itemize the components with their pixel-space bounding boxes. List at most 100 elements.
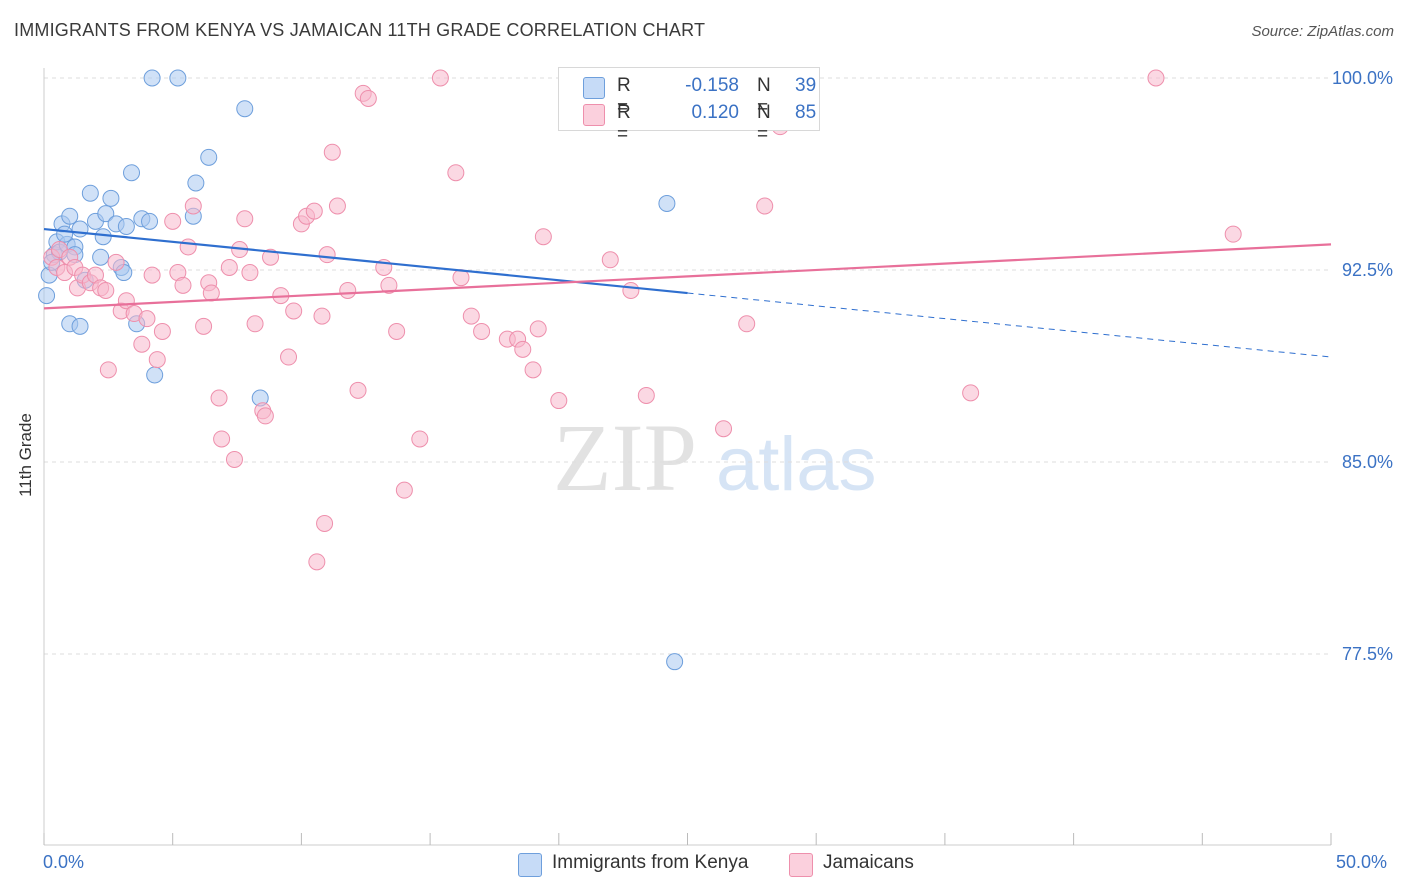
data-point <box>316 514 334 532</box>
data-point <box>715 420 733 438</box>
data-point <box>236 100 254 118</box>
y-tick-label: 85.0% <box>1342 452 1393 472</box>
data-point <box>225 450 243 468</box>
data-point <box>658 194 676 212</box>
kenya-legend-swatch <box>518 853 542 877</box>
data-point <box>107 253 125 271</box>
data-point <box>164 212 182 230</box>
data-point <box>38 287 56 305</box>
data-point <box>200 148 218 166</box>
data-point <box>123 164 141 182</box>
x-tick-left: 0.0% <box>43 852 85 872</box>
data-point <box>388 322 406 340</box>
data-point <box>97 205 115 223</box>
data-point <box>195 317 213 335</box>
data-point <box>280 348 298 366</box>
data-point <box>92 248 110 266</box>
r-label: R = <box>617 75 631 118</box>
data-point <box>411 430 429 448</box>
series-legend: Immigrants from Kenya Jamaicans <box>0 852 1406 878</box>
data-point <box>308 553 326 571</box>
data-point <box>550 392 568 410</box>
data-point <box>380 276 398 294</box>
data-point <box>285 302 303 320</box>
data-point <box>666 653 684 671</box>
n-value: 85 <box>795 102 817 123</box>
series-kenya-points <box>38 69 684 671</box>
watermark-atlas: atlas <box>716 422 877 507</box>
trend-line-jamaicans <box>43 243 1332 310</box>
legend-label-jamaicans: Jamaicans <box>823 852 914 873</box>
jamaicans-legend-swatch <box>789 853 813 877</box>
data-point <box>524 361 542 379</box>
data-point <box>133 335 151 353</box>
data-point <box>1224 225 1242 243</box>
data-point <box>256 407 274 425</box>
data-point <box>71 317 89 335</box>
data-point <box>202 284 220 302</box>
data-point <box>756 197 774 215</box>
data-point <box>153 322 171 340</box>
source-label: Source: ZipAtlas.com <box>1251 23 1394 40</box>
y-tick-label: 92.5% <box>1342 260 1393 280</box>
data-point <box>117 217 135 235</box>
n-label: N = <box>757 102 771 145</box>
trend-line-kenya <box>43 227 688 295</box>
data-point <box>473 322 491 340</box>
data-point <box>143 69 161 87</box>
data-point <box>305 202 323 220</box>
data-point <box>99 361 117 379</box>
data-point <box>141 212 159 230</box>
data-point <box>514 340 532 358</box>
kenya-swatch <box>583 77 605 99</box>
data-point <box>313 307 331 325</box>
data-point <box>359 89 377 107</box>
data-point <box>56 225 74 243</box>
data-point <box>323 143 341 161</box>
data-point <box>262 248 280 266</box>
data-point <box>529 320 547 338</box>
data-point <box>349 381 367 399</box>
data-point <box>71 220 89 238</box>
data-point <box>534 228 552 246</box>
data-point <box>1147 69 1165 87</box>
data-point <box>462 307 480 325</box>
legend-label-kenya: Immigrants from Kenya <box>552 852 749 873</box>
data-point <box>241 264 259 282</box>
y-tick-label: 100.0% <box>1332 68 1393 88</box>
r-value: -0.158 <box>685 75 739 96</box>
data-point <box>146 366 164 384</box>
trend-line-kenya-extension <box>687 292 1332 358</box>
data-point <box>622 281 640 299</box>
data-point <box>169 69 187 87</box>
data-point <box>94 228 112 246</box>
n-value: 39 <box>795 75 817 96</box>
data-point <box>81 184 99 202</box>
n-label: N = <box>757 75 771 118</box>
data-point <box>138 310 156 328</box>
data-point <box>246 315 264 333</box>
data-point <box>447 164 465 182</box>
data-point <box>174 276 192 294</box>
data-point <box>637 386 655 404</box>
data-point <box>339 281 357 299</box>
data-point <box>148 351 166 369</box>
r-value: 0.120 <box>691 102 739 123</box>
data-point <box>395 481 413 499</box>
r-label: R = <box>617 102 631 145</box>
data-point <box>210 389 228 407</box>
data-point <box>220 258 238 276</box>
data-point <box>318 246 336 264</box>
data-point <box>102 189 120 207</box>
data-point <box>213 430 231 448</box>
data-point <box>61 207 79 225</box>
data-point <box>962 384 980 402</box>
data-point <box>236 210 254 228</box>
stats-legend: R = -0.158 N = 39 R = 0.120 N = 85 <box>558 67 820 145</box>
data-point <box>601 251 619 269</box>
data-point <box>179 238 197 256</box>
data-point <box>187 174 205 192</box>
data-point <box>431 69 449 87</box>
jamaicans-swatch <box>583 104 605 126</box>
